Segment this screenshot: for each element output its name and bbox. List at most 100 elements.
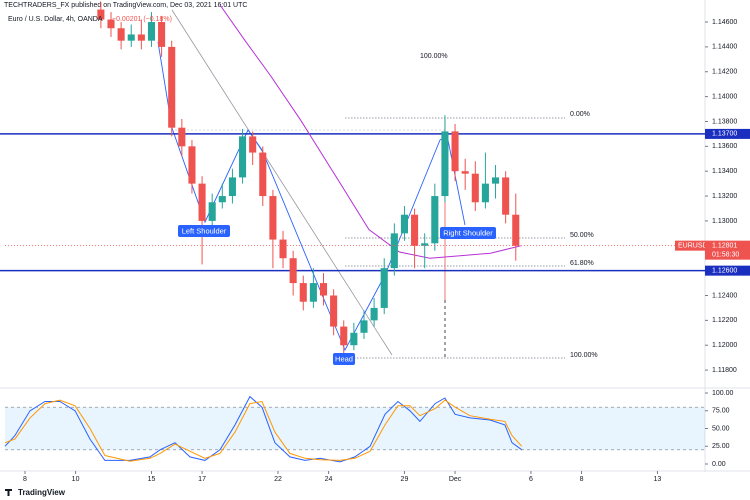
last-price-box — [705, 240, 750, 260]
candle-body — [127, 34, 135, 41]
x-tick-label: 24 — [325, 476, 333, 483]
moving-average — [219, 4, 521, 259]
candle-body — [502, 177, 510, 215]
candle-body — [340, 326, 348, 346]
level-label-box — [705, 128, 750, 139]
candle-body — [158, 22, 166, 47]
level-label: 1.12600 — [712, 267, 737, 274]
candle-body — [269, 196, 277, 240]
header: TECHTRADERS_FX published on TradingView.… — [4, 2, 247, 9]
y-tick-label: 1.13800 — [712, 118, 737, 125]
x-tick-label: Dec — [449, 476, 462, 483]
y-tick-label: 1.14200 — [712, 69, 737, 76]
candle-body — [188, 146, 196, 184]
trend-line — [171, 9, 393, 356]
pattern-label-box — [178, 225, 230, 237]
symbol-box — [675, 240, 705, 251]
level-label: 1.13700 — [712, 131, 737, 138]
candle-body — [107, 19, 115, 29]
candle-body — [481, 183, 489, 203]
pattern-label: Left Shoulder — [182, 226, 227, 235]
oscillator-line — [4, 395, 523, 463]
pattern-label-box — [440, 227, 496, 239]
candle-body — [137, 34, 145, 41]
candle-body — [512, 214, 520, 246]
oscillator-pane: 0.00 25.00 50.00 75.00 100.00 — [4, 390, 734, 468]
candle-body — [411, 214, 419, 246]
fib-label: 100.00% — [420, 53, 448, 60]
y-tick-label: 1.13000 — [712, 218, 737, 225]
candle-body — [370, 307, 378, 321]
candle-body — [309, 283, 317, 302]
oscillator-band — [5, 407, 705, 450]
fib-label: 50.00% — [570, 232, 594, 239]
fib-label: 0.00% — [570, 111, 590, 118]
candle-body — [147, 22, 156, 41]
candle-body — [208, 202, 216, 221]
x-tick-label: 15 — [148, 476, 156, 483]
candle-body — [431, 196, 439, 244]
candle-body — [400, 214, 408, 234]
candle-body — [319, 283, 328, 296]
candle-body — [168, 46, 176, 128]
candle-body — [218, 196, 226, 203]
candle-body — [239, 136, 247, 178]
y-tick-label: 1.13400 — [712, 168, 737, 175]
y-tick-label: 1.14600 — [712, 19, 737, 26]
pattern-label: Head — [335, 354, 353, 363]
y-tick-label: 1.14400 — [712, 44, 737, 51]
candle-body — [289, 258, 297, 284]
candle-body — [421, 243, 429, 246]
candle-body — [441, 131, 449, 197]
fib-label: 100.00% — [570, 352, 598, 359]
x-tick-label: 22 — [274, 476, 282, 483]
candle-body — [451, 131, 459, 172]
x-tick-label: 8 — [580, 476, 584, 483]
x-tick-label: 8 — [23, 476, 27, 483]
candle-body — [228, 177, 236, 197]
candle-body — [97, 9, 105, 20]
candle-body — [259, 152, 267, 197]
y-tick-label: 1.12400 — [712, 292, 737, 299]
candle-body — [491, 177, 500, 184]
osc-y-tick-label: 25.00 — [712, 443, 730, 450]
candle-body — [360, 320, 368, 333]
change-legend: −0.00201 (−0.18%) — [112, 16, 172, 23]
series-layer: 1.11800 1.12000 1.12200 1.12400 1.13000 1.132… — [0, 2, 750, 483]
y-tick-label: 1.11800 — [712, 367, 737, 374]
footer-brand: TradingView — [18, 488, 66, 497]
brand-logo — [5, 489, 12, 496]
y-tick-label: 1.14000 — [712, 93, 737, 100]
candle-body — [299, 283, 307, 302]
candle-body — [330, 295, 338, 327]
osc-y-tick-label: 100.00 — [712, 390, 734, 397]
candle-body — [249, 136, 257, 153]
pattern-label-box — [333, 353, 355, 365]
osc-y-tick-label: 0.00 — [712, 461, 726, 468]
y-tick-label: 1.13200 — [712, 193, 737, 200]
candle-body — [461, 171, 469, 174]
pattern-label: Right Shoulder — [443, 228, 493, 237]
fib-label: 61.80% — [570, 260, 594, 267]
y-tick-label: 1.12000 — [712, 342, 737, 349]
oscillator-line — [4, 399, 523, 462]
candle-body — [198, 183, 206, 221]
x-tick-label: 13 — [654, 476, 662, 483]
last-price-label: 1.12801 — [712, 242, 737, 249]
osc-y-tick-label: 75.00 — [712, 408, 730, 415]
candle-body — [178, 127, 186, 147]
x-tick-label: 29 — [401, 476, 409, 483]
symbol-label: EURUSD — [678, 242, 708, 249]
symbol-legend: Euro / U.S. Dollar, 4h, OANDA — [8, 16, 103, 23]
candle-body — [350, 332, 358, 346]
y-tick-label: 1.12200 — [712, 317, 737, 324]
x-tick-label: 6 — [529, 476, 533, 483]
candle-body — [117, 28, 125, 41]
x-tick-label: 10 — [72, 476, 80, 483]
candle-body — [471, 173, 479, 203]
candle-body — [390, 233, 398, 269]
countdown-label: 01:58:30 — [712, 251, 739, 258]
x-tick-label: 17 — [198, 476, 206, 483]
